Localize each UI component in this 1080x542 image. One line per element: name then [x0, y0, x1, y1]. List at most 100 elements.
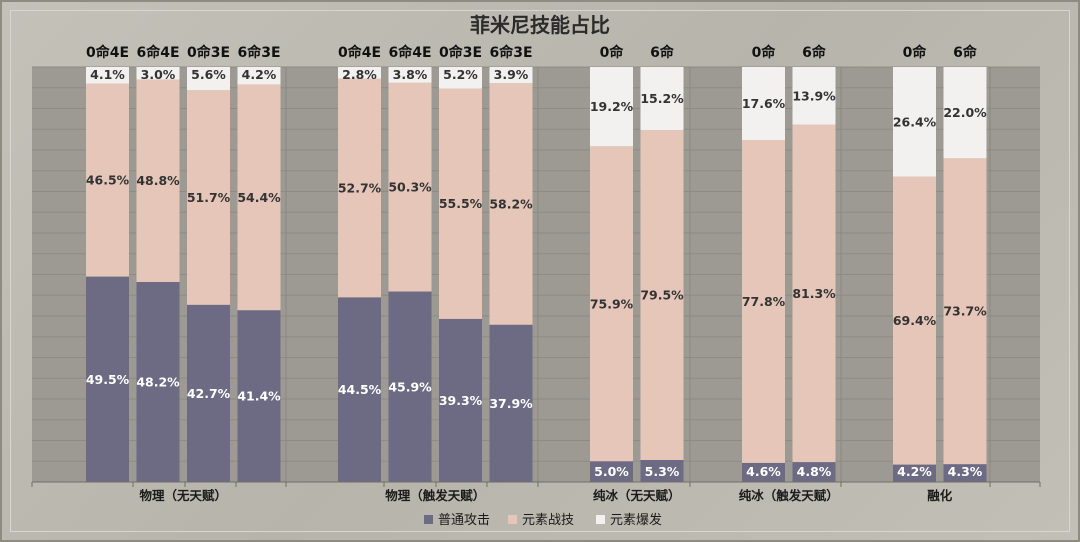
data-label: 50.3%: [388, 180, 432, 195]
legend-swatch: [424, 515, 433, 524]
bar-segment: [893, 464, 936, 482]
category-label: 纯冰（触发天赋）: [739, 488, 839, 503]
bar-segment: [187, 304, 230, 482]
data-label: 42.7%: [187, 386, 231, 401]
bar-segment: [187, 90, 230, 305]
bar-segment: [943, 158, 987, 465]
column-label: 0命4E: [86, 44, 129, 61]
bar-segment: [86, 83, 129, 277]
bar-segment: [640, 130, 684, 461]
column-label: 6命: [953, 44, 978, 61]
bar-segment: [136, 79, 180, 282]
data-label: 26.4%: [893, 114, 937, 129]
data-label: 4.1%: [90, 67, 125, 82]
column-label: 0命: [903, 44, 928, 61]
column-label: 6命3E: [237, 44, 280, 61]
bar-segment: [439, 67, 482, 89]
bar-segment: [338, 67, 381, 79]
data-label: 58.2%: [489, 196, 533, 211]
data-label: 4.2%: [897, 464, 932, 479]
legend-label: 普通攻击: [438, 513, 490, 528]
data-label: 77.8%: [742, 294, 786, 309]
data-label: 22.0%: [943, 105, 987, 120]
data-label: 51.7%: [187, 190, 231, 205]
legend: 普通攻击 元素战技 元素爆发: [424, 512, 662, 528]
data-label: 17.6%: [742, 96, 786, 111]
data-label: 4.3%: [948, 464, 983, 479]
data-label: 54.4%: [237, 190, 281, 205]
column-label: 6命4E: [388, 44, 431, 61]
bar-segment: [388, 291, 432, 482]
bar-segment: [640, 67, 684, 131]
legend-label: 元素战技: [522, 513, 574, 528]
data-label: 73.7%: [943, 304, 987, 319]
data-label: 2.8%: [342, 67, 377, 82]
bar-segment: [489, 67, 533, 84]
data-label: 15.2%: [640, 91, 684, 106]
bar-segment: [237, 67, 281, 85]
bar-segment: [136, 67, 180, 80]
bar-segment: [792, 462, 836, 482]
data-label: 55.5%: [439, 196, 483, 211]
chart-title: 菲米尼技能占比: [470, 13, 610, 37]
bar-segment: [86, 67, 129, 84]
data-label: 49.5%: [86, 372, 130, 387]
data-label: 39.3%: [439, 393, 483, 408]
legend-swatch: [596, 515, 605, 524]
data-label: 4.6%: [746, 464, 781, 479]
data-label: 13.9%: [792, 88, 836, 103]
bar-segment: [640, 460, 684, 482]
bar-segment: [388, 67, 432, 83]
bar-segment: [237, 310, 281, 482]
data-label: 75.9%: [590, 296, 634, 311]
data-label: 5.3%: [645, 464, 680, 479]
data-label: 81.3%: [792, 286, 836, 301]
data-label: 5.6%: [191, 67, 226, 82]
column-label: 0命: [600, 44, 625, 61]
bar-segment: [86, 276, 129, 482]
data-label: 48.2%: [136, 374, 180, 389]
bar-segment: [742, 462, 785, 482]
bar-segment: [439, 318, 482, 482]
bar-segment: [338, 297, 381, 482]
category-label: 融化: [927, 488, 953, 503]
legend-label: 元素爆发: [610, 512, 662, 528]
bar-segment: [943, 464, 987, 482]
data-label: 46.5%: [86, 173, 130, 188]
bar-segment: [943, 67, 987, 159]
bar-segment: [742, 67, 785, 141]
bar-segment: [489, 83, 533, 325]
category-label: 物理（触发天赋）: [385, 488, 485, 503]
bar-segment: [590, 146, 633, 462]
data-label: 3.9%: [494, 67, 529, 82]
data-label: 3.0%: [141, 67, 176, 82]
data-label: 44.5%: [338, 382, 382, 397]
column-label: 0命: [752, 44, 777, 61]
bar-segment: [439, 88, 482, 319]
bar-segment: [590, 67, 633, 147]
bar-segment: [237, 84, 281, 311]
bar-segment: [792, 67, 836, 125]
data-label: 52.7%: [338, 180, 382, 195]
column-label: 6命3E: [489, 44, 532, 61]
plot-area: 49.5% 46.5% 4.1% 0命4E 48.2% 48.8% 3.0% 6命4E 42.7…: [31, 44, 1041, 503]
column-label: 0命4E: [338, 44, 381, 61]
data-label: 79.5%: [640, 288, 684, 303]
bar-segment: [792, 124, 836, 463]
data-label: 45.9%: [388, 379, 432, 394]
bar-segment: [136, 281, 180, 482]
data-label: 3.8%: [393, 67, 428, 82]
data-label: 5.2%: [443, 67, 478, 82]
column-label: 0命3E: [187, 44, 230, 61]
data-label: 48.8%: [136, 173, 180, 188]
bar-segment: [489, 324, 533, 482]
category-label: 纯冰（无天赋）: [593, 488, 681, 503]
column-label: 6命: [650, 44, 675, 61]
bar-segment: [338, 78, 381, 298]
bar-segment: [893, 67, 936, 177]
category-label: 物理（无天赋）: [139, 488, 227, 503]
data-label: 5.0%: [594, 464, 629, 479]
bar-segment: [742, 140, 785, 463]
data-label: 69.4%: [893, 313, 937, 328]
